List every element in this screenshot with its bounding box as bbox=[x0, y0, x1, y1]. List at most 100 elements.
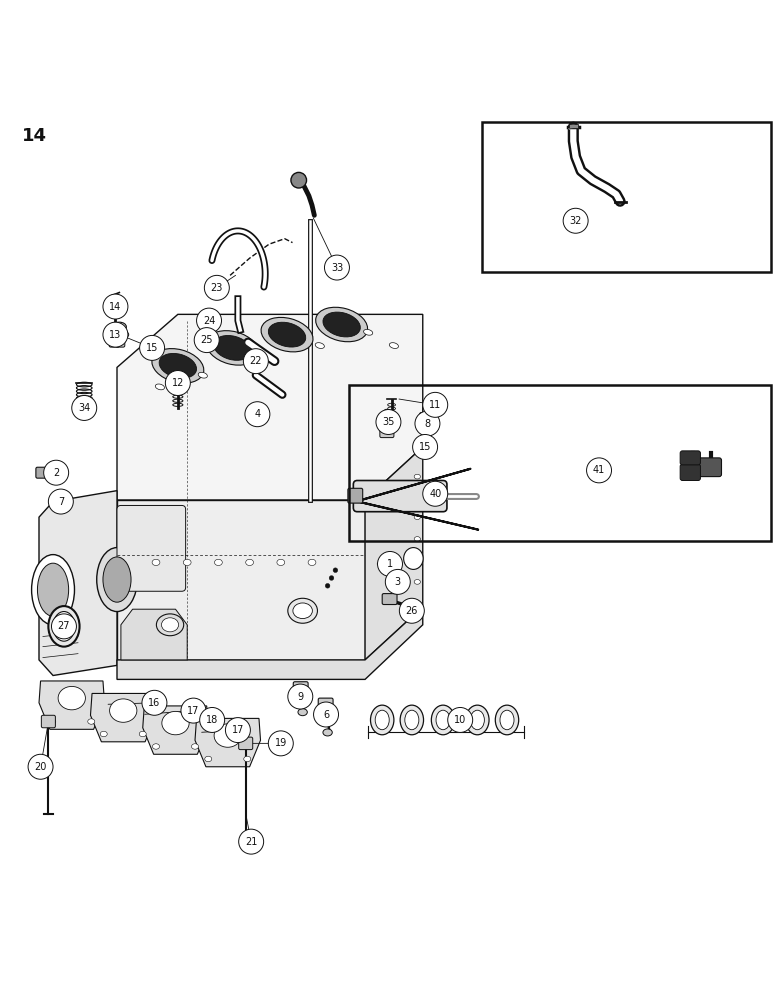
Ellipse shape bbox=[277, 559, 285, 566]
Ellipse shape bbox=[112, 322, 126, 332]
Text: 35: 35 bbox=[382, 417, 395, 427]
Ellipse shape bbox=[268, 322, 306, 347]
Circle shape bbox=[333, 568, 338, 573]
Ellipse shape bbox=[323, 312, 360, 337]
Text: 21: 21 bbox=[245, 837, 257, 847]
Ellipse shape bbox=[288, 598, 317, 623]
Text: 20: 20 bbox=[34, 762, 47, 772]
Ellipse shape bbox=[308, 559, 316, 566]
FancyBboxPatch shape bbox=[239, 737, 253, 750]
Circle shape bbox=[415, 411, 440, 436]
Circle shape bbox=[51, 614, 76, 639]
Ellipse shape bbox=[198, 331, 215, 339]
Ellipse shape bbox=[323, 729, 332, 736]
Text: 11: 11 bbox=[429, 400, 441, 410]
Circle shape bbox=[587, 458, 612, 483]
Ellipse shape bbox=[414, 580, 420, 584]
Polygon shape bbox=[121, 609, 187, 660]
Text: 17: 17 bbox=[187, 706, 200, 716]
Ellipse shape bbox=[414, 537, 420, 541]
Ellipse shape bbox=[103, 557, 131, 602]
Polygon shape bbox=[117, 314, 423, 500]
Polygon shape bbox=[39, 681, 105, 729]
Circle shape bbox=[399, 598, 424, 623]
Ellipse shape bbox=[100, 731, 108, 737]
Circle shape bbox=[245, 402, 270, 427]
Ellipse shape bbox=[198, 372, 207, 378]
Circle shape bbox=[28, 754, 53, 779]
Ellipse shape bbox=[246, 559, 254, 566]
Ellipse shape bbox=[214, 724, 242, 747]
Circle shape bbox=[376, 410, 401, 434]
Circle shape bbox=[243, 349, 268, 374]
FancyBboxPatch shape bbox=[109, 337, 125, 347]
Circle shape bbox=[197, 308, 222, 333]
Circle shape bbox=[268, 731, 293, 756]
Text: 15: 15 bbox=[419, 442, 431, 452]
Circle shape bbox=[48, 489, 73, 514]
Text: 24: 24 bbox=[203, 316, 215, 326]
Circle shape bbox=[72, 395, 97, 420]
Ellipse shape bbox=[405, 710, 419, 730]
Circle shape bbox=[103, 294, 128, 319]
Circle shape bbox=[44, 460, 69, 485]
Circle shape bbox=[239, 829, 264, 854]
Ellipse shape bbox=[155, 384, 165, 390]
Ellipse shape bbox=[500, 710, 514, 730]
Polygon shape bbox=[90, 693, 156, 742]
Circle shape bbox=[165, 371, 190, 395]
Text: 40: 40 bbox=[429, 489, 441, 499]
Ellipse shape bbox=[414, 494, 420, 498]
Ellipse shape bbox=[214, 335, 251, 360]
Circle shape bbox=[75, 399, 94, 417]
Text: 22: 22 bbox=[250, 356, 262, 366]
Circle shape bbox=[204, 275, 229, 300]
Circle shape bbox=[181, 698, 206, 723]
Text: 12: 12 bbox=[172, 378, 184, 388]
Ellipse shape bbox=[431, 705, 455, 735]
Text: 14: 14 bbox=[22, 127, 47, 145]
Circle shape bbox=[314, 702, 339, 727]
Text: 34: 34 bbox=[78, 403, 90, 413]
Ellipse shape bbox=[400, 705, 424, 735]
Ellipse shape bbox=[470, 710, 484, 730]
FancyBboxPatch shape bbox=[117, 505, 186, 591]
Ellipse shape bbox=[261, 317, 313, 352]
Text: 8: 8 bbox=[424, 419, 431, 429]
Ellipse shape bbox=[375, 710, 389, 730]
Ellipse shape bbox=[49, 719, 56, 724]
Text: 10: 10 bbox=[454, 715, 466, 725]
Circle shape bbox=[142, 690, 167, 715]
Circle shape bbox=[200, 707, 225, 732]
Text: 1: 1 bbox=[387, 559, 393, 569]
Ellipse shape bbox=[159, 353, 197, 378]
Circle shape bbox=[140, 335, 165, 360]
Ellipse shape bbox=[87, 719, 95, 724]
Ellipse shape bbox=[495, 705, 519, 735]
Text: 4: 4 bbox=[254, 409, 261, 419]
Ellipse shape bbox=[153, 744, 159, 749]
Circle shape bbox=[103, 322, 128, 347]
FancyBboxPatch shape bbox=[680, 451, 700, 465]
FancyBboxPatch shape bbox=[382, 594, 397, 605]
Ellipse shape bbox=[316, 307, 367, 342]
Ellipse shape bbox=[207, 331, 258, 365]
Ellipse shape bbox=[389, 343, 399, 348]
Ellipse shape bbox=[109, 699, 137, 722]
Text: 27: 27 bbox=[58, 621, 70, 631]
FancyBboxPatch shape bbox=[353, 481, 447, 512]
Ellipse shape bbox=[140, 731, 147, 737]
Ellipse shape bbox=[162, 711, 189, 735]
Ellipse shape bbox=[192, 744, 198, 749]
Text: 26: 26 bbox=[406, 606, 418, 616]
Text: 14: 14 bbox=[109, 302, 122, 312]
Text: 41: 41 bbox=[593, 465, 605, 475]
Ellipse shape bbox=[298, 709, 307, 716]
Text: 23: 23 bbox=[211, 283, 223, 293]
Circle shape bbox=[324, 255, 349, 280]
FancyBboxPatch shape bbox=[318, 698, 333, 709]
Ellipse shape bbox=[414, 515, 420, 520]
FancyBboxPatch shape bbox=[348, 488, 363, 503]
Text: 13: 13 bbox=[109, 330, 122, 340]
Polygon shape bbox=[39, 491, 117, 676]
